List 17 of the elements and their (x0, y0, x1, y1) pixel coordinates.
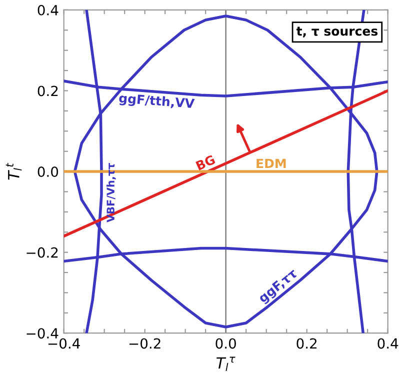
y-tick-label: −0.2 (26, 247, 58, 258)
x-tick-label: −0.2 (129, 338, 160, 349)
annotation: t, τ sources (296, 26, 378, 38)
x-axis-title: T$_{l}$$^{τ}$ (216, 356, 236, 372)
x-tick-label: −0.4 (48, 338, 80, 349)
text: BG (196, 154, 216, 171)
y-tick-label: −0.4 (26, 328, 58, 339)
y-tick-label: 0.2 (38, 86, 58, 96)
x-tick-label: 0.2 (296, 338, 316, 349)
y-tick-label: 0.4 (38, 4, 58, 16)
y-tick-label: 0.0 (38, 166, 58, 177)
series-label: EDM (256, 158, 286, 168)
text: VBF/Vh,ττ (106, 163, 116, 222)
y-axis-title: T$_{l}$$^{t}$ (6, 162, 22, 180)
x-tick-label: 0.4 (378, 338, 398, 349)
x-tick-label: 0.0 (216, 338, 236, 349)
series-label: ggF/tth,VV (118, 92, 195, 111)
